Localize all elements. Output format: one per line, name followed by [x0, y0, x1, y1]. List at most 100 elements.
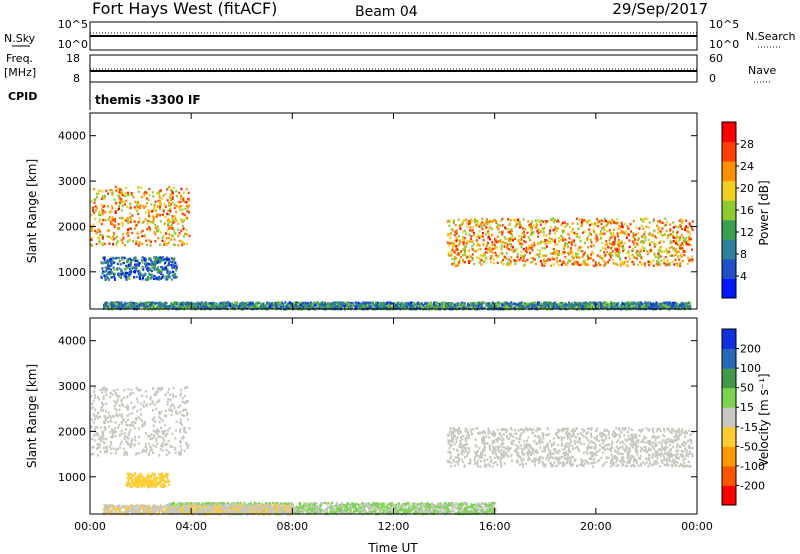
scatter-cell — [103, 258, 106, 261]
scatter-cell — [136, 306, 139, 309]
scatter-cell — [302, 305, 305, 309]
scatter-cell — [684, 228, 686, 231]
scatter-cell — [149, 266, 152, 270]
scatter-cell — [562, 250, 565, 254]
scatter-cell — [587, 246, 590, 249]
scatter-cell — [681, 227, 684, 231]
scatter-cell — [569, 305, 572, 308]
scatter-cell — [681, 303, 683, 306]
scatter-cell — [167, 213, 170, 216]
scatter-cell — [111, 191, 114, 194]
scatter-cell — [606, 230, 609, 233]
scatter-cell — [608, 220, 611, 223]
scatter-cell — [621, 241, 623, 245]
scatter-cell — [280, 305, 283, 308]
scatter-cell — [506, 264, 509, 267]
scatter-cell — [171, 218, 174, 222]
scatter-cell — [561, 236, 564, 239]
scatter-cell — [339, 305, 342, 308]
scatter-cell — [268, 305, 271, 308]
scatter-cell — [118, 200, 121, 203]
scatter-cell — [449, 236, 452, 240]
scatter-cell — [512, 218, 515, 221]
scatter-cell — [214, 306, 217, 309]
scatter-cell — [556, 305, 559, 308]
scatter-cell — [167, 305, 170, 308]
scatter-cell — [135, 269, 138, 272]
scatter-cell — [130, 306, 133, 309]
scatter-cell — [636, 253, 639, 257]
scatter-cell — [356, 306, 359, 309]
scatter-cell — [147, 276, 150, 279]
scatter-cell — [455, 307, 458, 310]
scatter-cell — [417, 305, 420, 308]
scatter-cell — [653, 229, 656, 232]
scatter-cell — [682, 236, 685, 239]
scatter-cell — [105, 267, 108, 270]
scatter-cell — [608, 242, 611, 245]
scatter-cell — [486, 240, 489, 244]
scatter-cell — [142, 268, 145, 271]
scatter-cell — [475, 235, 478, 238]
scatter-cell — [134, 227, 137, 230]
scatter-cell — [619, 244, 622, 247]
scatter-cell — [651, 240, 654, 244]
scatter-cell — [125, 199, 128, 202]
scatter-cell — [469, 226, 472, 229]
scatter-cell — [139, 204, 142, 207]
scatter-cell — [552, 252, 555, 255]
scatter-cell — [166, 276, 169, 280]
scatter-cell — [506, 305, 509, 309]
scatter-cell — [658, 241, 661, 244]
scatter-cell — [148, 263, 150, 266]
scatter-cell — [545, 305, 548, 308]
scatter-cell — [646, 249, 649, 253]
scatter-cell — [264, 303, 267, 307]
scatter-cell — [509, 263, 512, 266]
scatter-cell — [170, 198, 173, 202]
scatter-cell — [576, 252, 579, 256]
scatter-cell — [483, 306, 486, 310]
scatter-cell — [596, 302, 599, 305]
scatter-cell — [594, 232, 597, 235]
scatter-cell — [449, 242, 452, 245]
scatter-cell — [535, 226, 538, 229]
scatter-cell — [171, 215, 174, 218]
scatter-cell — [146, 278, 149, 281]
scatter-cell — [570, 241, 573, 244]
scatter-cell — [102, 262, 105, 265]
scatter-cell — [159, 304, 162, 308]
scatter-cell — [148, 268, 151, 272]
scatter-cell — [125, 264, 128, 268]
scatter-cell — [566, 305, 569, 308]
scatter-cell — [680, 244, 682, 247]
scatter-cell — [440, 305, 443, 308]
scatter-cell — [270, 304, 273, 307]
scatter-cell — [484, 247, 487, 250]
scatter-cell — [621, 225, 624, 229]
scatter-cell — [575, 252, 577, 255]
scatter-cell — [105, 189, 108, 192]
scatter-cell — [471, 257, 474, 260]
scatter-cell — [108, 304, 111, 307]
scatter-cell — [165, 269, 168, 272]
scatter-cell — [596, 217, 599, 221]
scatter-cell — [610, 235, 613, 239]
scatter-cell — [644, 302, 647, 305]
scatter-cell — [671, 307, 674, 310]
scatter-cell — [580, 224, 583, 228]
scatter-cell — [353, 304, 356, 308]
scatter-cell — [568, 301, 571, 304]
scatter-cell — [399, 305, 402, 309]
scatter-cell — [342, 304, 345, 307]
scatter-cell — [556, 229, 558, 232]
scatter-cell — [509, 239, 512, 242]
scatter-cell — [469, 229, 471, 232]
scatter-cell — [447, 254, 450, 257]
scatter-cell — [143, 206, 146, 209]
scatter-cell — [248, 306, 251, 310]
scatter-cell — [110, 303, 113, 306]
scatter-cell — [560, 223, 563, 226]
scatter-cell — [125, 186, 128, 189]
scatter-cell — [132, 302, 135, 305]
